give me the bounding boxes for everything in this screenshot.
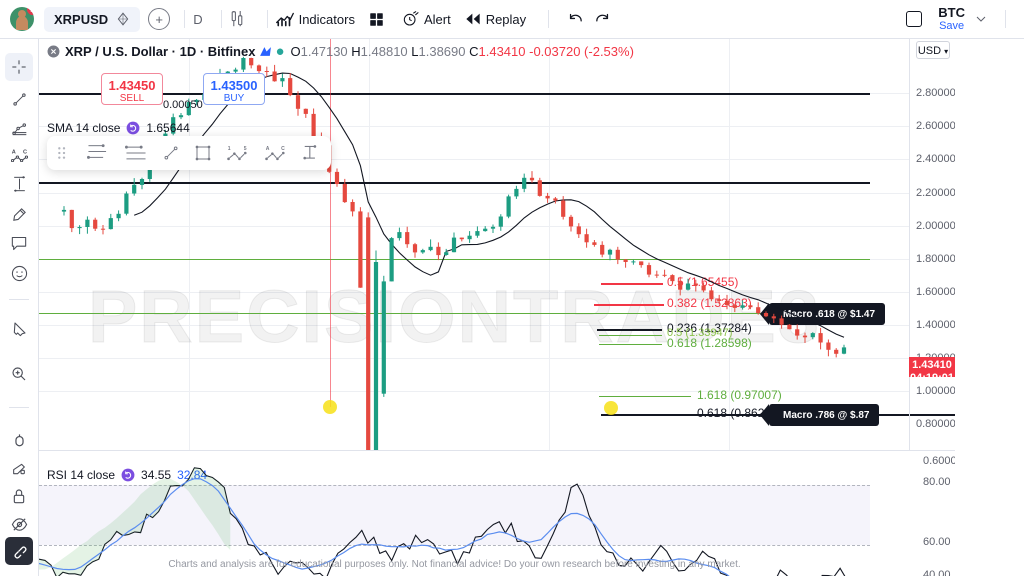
svg-text:A: A [11, 150, 15, 156]
svg-text:5: 5 [244, 146, 247, 152]
svg-text:C: C [281, 146, 285, 152]
svg-text:A: A [266, 146, 270, 152]
svg-text:1: 1 [228, 146, 231, 152]
svg-text:C: C [23, 150, 27, 156]
